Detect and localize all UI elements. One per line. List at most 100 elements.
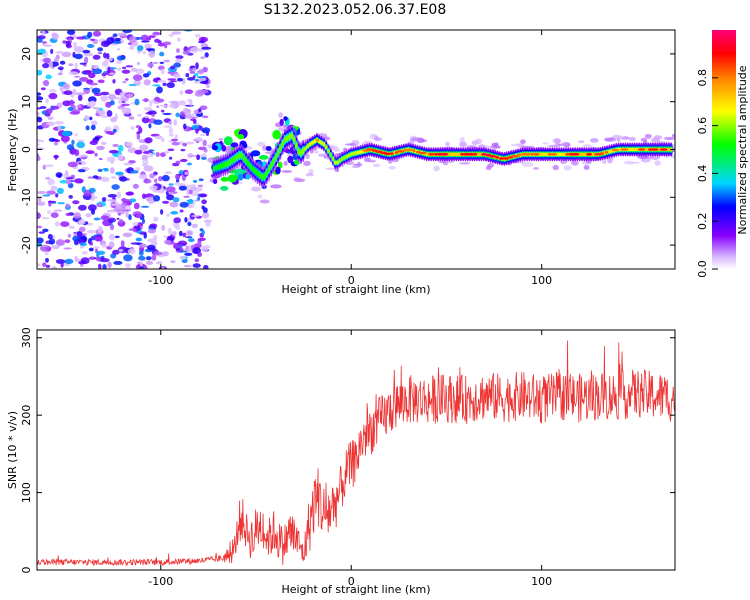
signal-trace-segment: [333, 160, 337, 165]
noise-blob: [186, 188, 190, 195]
noise-blob: [117, 67, 122, 72]
noise-blob: [76, 36, 86, 40]
noise-blob: [78, 226, 86, 233]
noise-blob: [42, 262, 47, 268]
noise-blob: [176, 222, 180, 229]
noise-blob: [199, 105, 208, 111]
x-tick-label: -100: [148, 274, 173, 287]
noise-blob: [128, 160, 136, 164]
signal-trace-segment: [290, 132, 294, 139]
noise-blob: [107, 194, 118, 198]
noise-blob: [159, 61, 164, 64]
noise-blob: [100, 215, 110, 221]
noise-blob: [192, 263, 201, 268]
haze-blob: [542, 142, 549, 145]
noise-blob: [161, 138, 165, 142]
noise-blob: [120, 240, 125, 248]
haze-blob: [333, 148, 341, 153]
haze-blob: [671, 134, 675, 138]
noise-blob: [79, 77, 89, 82]
noise-blob: [86, 229, 96, 234]
y-tick-label: 100: [20, 482, 33, 503]
signal-peak: [397, 150, 405, 153]
noise-blob: [168, 127, 173, 134]
noise-blob: [112, 79, 116, 84]
noise-blob: [82, 49, 91, 54]
signal-peak: [600, 152, 605, 155]
noise-blob: [112, 33, 118, 38]
y-tick-label: -20: [20, 236, 33, 254]
noise-blob: [137, 45, 144, 52]
noise-blob: [151, 254, 157, 261]
noise-blob: [46, 121, 55, 126]
signal-blob: [277, 161, 283, 169]
signal-trace-segment: [543, 152, 548, 157]
noise-blob: [109, 167, 115, 174]
signal-peak: [586, 153, 593, 156]
noise-blob: [93, 137, 101, 141]
haze-blob: [640, 137, 647, 142]
noise-blob: [149, 100, 153, 107]
noise-blob: [100, 176, 110, 183]
noise-blob: [66, 144, 75, 151]
haze-blob: [278, 112, 284, 119]
noise-blob: [37, 92, 42, 96]
noise-blob: [148, 50, 156, 58]
spectrogram-x-ticks: -100 0 100: [148, 30, 552, 287]
noise-blob: [175, 58, 183, 64]
haze-blob: [613, 135, 623, 138]
signal-trace-segment: [271, 158, 276, 165]
noise-blob: [77, 139, 85, 143]
noise-blob: [197, 196, 201, 201]
haze-blob: [388, 165, 397, 170]
signal-peak: [637, 148, 646, 151]
noise-blob: [142, 218, 145, 224]
noise-blob: [153, 216, 159, 222]
signal-trace-segment: [249, 163, 253, 170]
noise-blob: [117, 105, 125, 110]
haze-blob: [442, 160, 449, 166]
haze-blob: [207, 158, 213, 163]
noise-blob: [44, 177, 51, 180]
noise-blob: [171, 231, 177, 236]
signal-trace-segment: [454, 152, 458, 157]
noise-blob: [116, 217, 120, 220]
noise-blob: [170, 211, 179, 215]
noise-blob: [134, 149, 143, 155]
noise-blob: [168, 183, 174, 186]
signal-blob: [287, 155, 294, 164]
noise-blob: [48, 89, 57, 93]
noise-blob: [125, 263, 131, 269]
noise-blob: [63, 90, 73, 96]
noise-blob: [160, 68, 165, 75]
noise-blob: [37, 212, 41, 220]
noise-blob: [37, 263, 41, 267]
noise-blob: [37, 143, 41, 146]
noise-blob: [43, 79, 50, 87]
haze-blob: [624, 160, 635, 165]
haze-blob: [628, 136, 636, 142]
haze-blob: [372, 163, 381, 167]
noise-blob: [54, 139, 61, 143]
signal-blob: [245, 173, 251, 180]
noise-blob: [183, 123, 187, 130]
signal-peak: [495, 156, 499, 159]
signal-trace-segment: [292, 137, 296, 143]
noise-blob: [198, 40, 205, 44]
noise-blob: [132, 183, 139, 189]
haze-blob: [314, 150, 319, 154]
signal-trace-segment: [260, 174, 264, 180]
noise-blob: [68, 225, 75, 230]
noise-blob: [54, 57, 59, 63]
noise-blob: [97, 47, 104, 52]
noise-blob: [118, 249, 124, 252]
noise-blob: [122, 30, 133, 34]
noise-blob: [159, 51, 165, 57]
noise-blob: [153, 251, 163, 256]
noise-blob: [167, 227, 172, 235]
signal-blob: [237, 173, 244, 181]
noise-blob: [193, 81, 202, 84]
noise-blob: [85, 150, 95, 155]
noise-blob: [44, 164, 54, 168]
noise-blob: [180, 111, 185, 117]
